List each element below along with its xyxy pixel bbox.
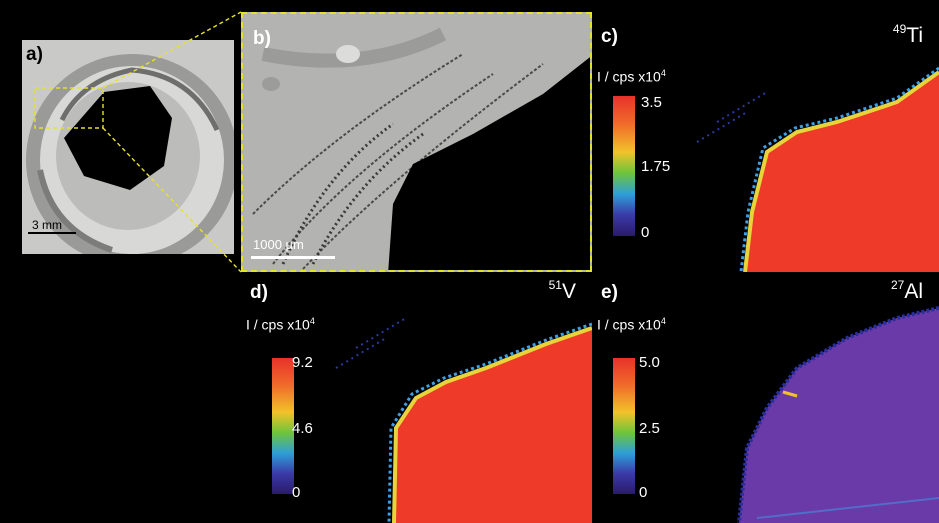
colorbar-tick-mid-e: 2.5	[639, 420, 660, 437]
micrograph-detail	[252, 27, 590, 270]
unit-label-d: I / cps x104	[246, 316, 315, 333]
ti-map	[696, 66, 939, 272]
panel-e: e) 27Al I / cps x104 5.0 2.5 0	[597, 278, 939, 523]
colorbar-tick-min-d: 0	[292, 484, 301, 501]
scalebar-label-a: 3 mm	[32, 218, 62, 232]
unit-label-e: I / cps x104	[597, 316, 666, 333]
panel-label-b: b)	[253, 28, 271, 49]
colorbar-c	[613, 96, 635, 236]
panel-label-a: a)	[26, 44, 43, 65]
element-label-e: 27Al	[890, 278, 923, 303]
v-map	[335, 317, 592, 523]
colorbar-tick-min-e: 0	[639, 484, 648, 501]
colorbar-tick-max-e: 5.0	[639, 354, 660, 371]
colorbar-tick-mid-d: 4.6	[292, 420, 313, 437]
colorbar-tick-max-c: 3.5	[641, 94, 662, 111]
colorbar-e	[613, 358, 635, 494]
colorbar-tick-mid-c: 1.75	[641, 158, 671, 175]
panel-label-c: c)	[601, 26, 618, 47]
al-map	[737, 306, 939, 523]
scalebar-a	[28, 232, 76, 234]
element-label-d: 51V	[548, 278, 576, 303]
panel-c: c) 49Ti I / cps x104 3.5 1.75 0	[597, 12, 939, 272]
colorbar-d	[272, 358, 294, 494]
panel-b: b) 1000 µm	[241, 12, 592, 272]
panel-label-e: e)	[601, 282, 618, 303]
colorbar-tick-max-d: 9.2	[292, 354, 313, 371]
element-label-c: 49Ti	[892, 22, 923, 47]
scalebar-b	[251, 256, 335, 259]
unit-label-c: I / cps x104	[597, 68, 666, 85]
panel-label-d: d)	[250, 282, 268, 303]
panel-d: d) 51V I / cps x104 9.2 4.6 0	[246, 278, 592, 523]
colorbar-tick-min-c: 0	[641, 224, 650, 241]
scalebar-label-b: 1000 µm	[253, 237, 304, 252]
